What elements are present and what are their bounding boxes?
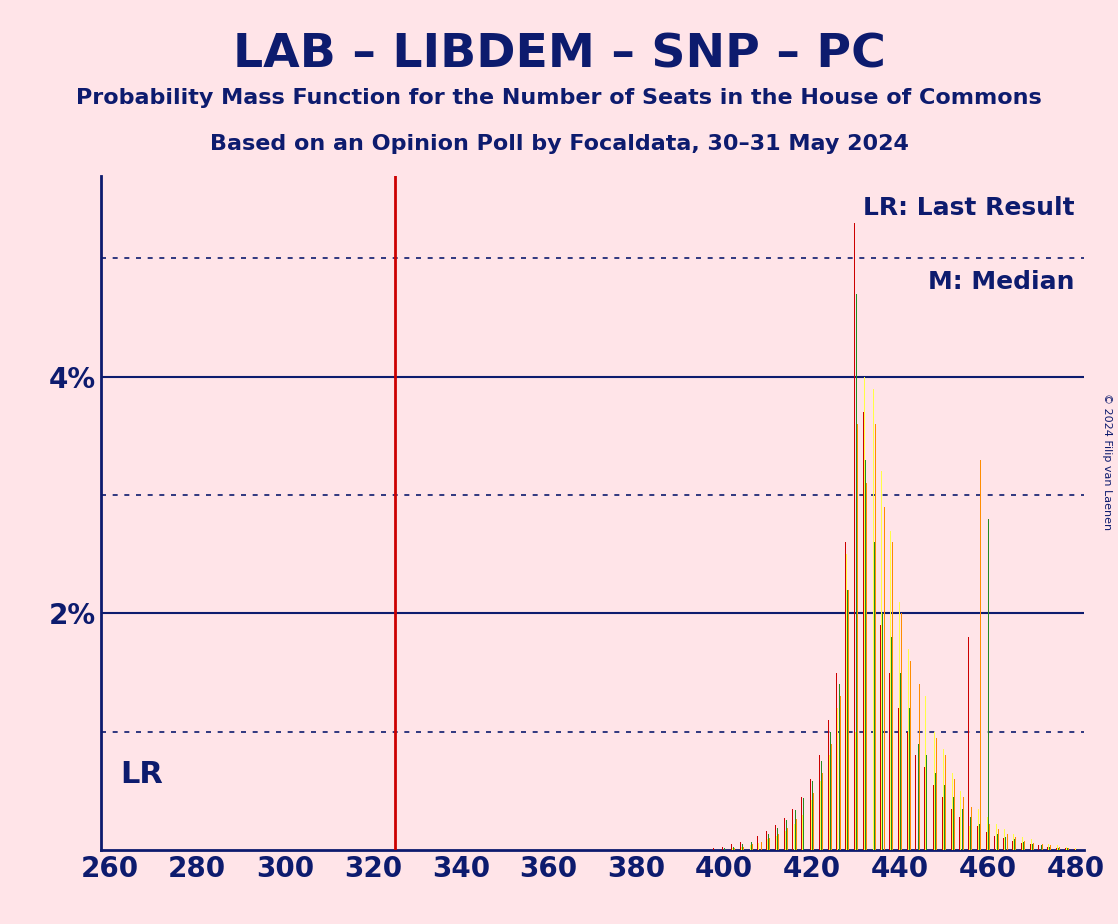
Text: LR: LR — [121, 760, 163, 789]
Text: LR: Last Result: LR: Last Result — [863, 196, 1074, 220]
Text: M: Median: M: Median — [928, 270, 1074, 294]
Text: Probability Mass Function for the Number of Seats in the House of Commons: Probability Mass Function for the Number… — [76, 88, 1042, 108]
Text: © 2024 Filip van Laenen: © 2024 Filip van Laenen — [1102, 394, 1112, 530]
Text: LAB – LIBDEM – SNP – PC: LAB – LIBDEM – SNP – PC — [233, 32, 885, 78]
Text: Based on an Opinion Poll by Focaldata, 30–31 May 2024: Based on an Opinion Poll by Focaldata, 3… — [209, 134, 909, 154]
